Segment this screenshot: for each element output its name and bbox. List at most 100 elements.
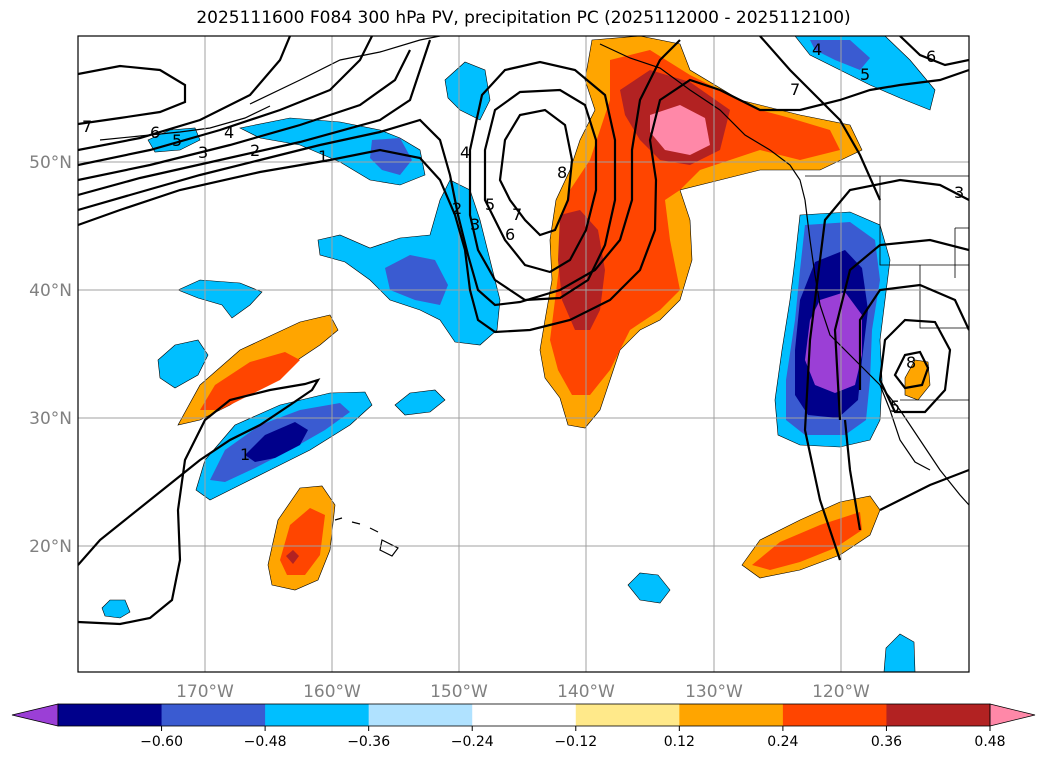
contour-2 (78, 39, 681, 307)
colorbar-extend-max (989, 703, 1036, 727)
contour-south-west (78, 378, 321, 626)
orange-region-baja (904, 359, 931, 401)
contour-5 (78, 36, 373, 167)
contour-label: 3 (470, 215, 480, 234)
latitude-labels: 50°N 40°N 30°N 20°N (29, 153, 72, 557)
contour-label: 6 (926, 47, 936, 66)
royal-region-north-central (370, 138, 412, 175)
contour-label: 5 (485, 195, 495, 214)
contour-label: 5 (172, 131, 182, 150)
coastline-aleutians (99, 105, 271, 141)
colorbar-outline (57, 703, 991, 727)
colorbar-swatch (886, 704, 991, 726)
coastline-alaska (249, 36, 441, 105)
navy-region-west-band (245, 422, 308, 462)
pv-contours (78, 36, 969, 626)
contour-label: 3 (198, 143, 208, 162)
colorbar-swatch (58, 704, 163, 726)
contour-label: 6 (150, 123, 160, 142)
royal-region-northeast (810, 40, 870, 70)
firebrick-region-hawaii (286, 550, 299, 564)
contour-label: 4 (224, 123, 234, 142)
colorbar-swatch (782, 704, 887, 726)
contour-trough-3 (468, 60, 617, 302)
contour-east-low-2 (878, 318, 952, 414)
contour-label: 3 (954, 183, 964, 202)
colorbar-swatch (368, 704, 473, 726)
colorbar-extend-min (11, 703, 59, 727)
colorbar-swatch (679, 704, 784, 726)
contour-east-outer-2 (843, 419, 862, 531)
sky-region-south-mexico (883, 633, 916, 672)
contour-label: 7 (82, 117, 92, 136)
lon-label-150w: 150°W (430, 682, 488, 702)
contour-trough (498, 108, 574, 237)
border-state-1 (879, 176, 969, 266)
contour-label: 1 (240, 445, 250, 464)
colorbar-tick-label: −0.36 (347, 734, 390, 750)
lon-label-160w: 160°W (303, 682, 361, 702)
lon-label-140w: 140°W (557, 682, 615, 702)
colorbar-tick-label: 0.48 (974, 734, 1005, 750)
colorbar-tick-label: −0.48 (244, 734, 287, 750)
contour-label: 7 (790, 80, 800, 99)
longitude-labels: 170°W 160°W 150°W 140°W 130°W 120°W (176, 682, 870, 702)
redorange-region-plume (550, 50, 840, 395)
colorbar-swatch (575, 704, 680, 726)
map-frame (77, 35, 970, 673)
royal-region-midpacific (385, 255, 448, 305)
colorbar: −0.60 −0.48 −0.36 −0.24 −0.12 0.12 0.24 0.36 0.4… (11, 703, 1036, 750)
colorbar-swatch (161, 704, 266, 726)
border-state-3 (954, 227, 969, 278)
colorbar-swatch (265, 704, 370, 726)
lon-label-170w: 170°W (176, 682, 234, 702)
coastlines (99, 36, 969, 557)
redorange-region-southeast (752, 512, 862, 570)
pink-region-north (650, 105, 710, 155)
colorbar-tick-label: 0.24 (767, 734, 798, 750)
lat-label-40n: 40°N (29, 281, 72, 301)
purple-region-westcoast (805, 292, 862, 393)
sky-region-mid-small (394, 389, 446, 416)
lat-label-30n: 30°N (29, 409, 72, 429)
contour-label: 2 (452, 199, 462, 218)
contour-label: 8 (557, 163, 567, 182)
contour-4 (78, 49, 411, 182)
contour-label: 1 (318, 147, 328, 166)
contour-east-low-3 (858, 283, 969, 390)
contour-3 (78, 39, 432, 197)
sky-region-south-central (627, 572, 671, 604)
contour-northeast (759, 36, 882, 201)
contour-label: 8 (906, 353, 916, 372)
sky-region-west-small2 (157, 339, 209, 389)
coastline-baja (879, 384, 931, 471)
hawaii-islands (334, 517, 399, 557)
contour-label: 7 (512, 205, 522, 224)
contour-6 (78, 36, 292, 152)
redorange-region-west-band (200, 352, 300, 410)
colorbar-swatch (472, 704, 577, 726)
lon-label-130w: 130°W (685, 682, 743, 702)
lat-label-20n: 20°N (29, 537, 72, 557)
contour-west-ridge (78, 64, 187, 126)
precip-shading (101, 36, 936, 672)
contour-label: 6 (505, 225, 515, 244)
contour-label: 2 (250, 141, 260, 160)
contour-east-outer-3 (879, 468, 969, 511)
contour-label: 4 (460, 143, 470, 162)
contour-trough-2 (483, 88, 598, 274)
firebrick-region-plume (558, 210, 605, 330)
colorbar-tick-label: 0.12 (664, 734, 695, 750)
contour-east-outer (803, 178, 969, 561)
contour-label: 4 (812, 40, 822, 59)
map-title: 2025111600 F084 300 hPa PV, precipitatio… (196, 8, 851, 28)
contour-1 (78, 68, 969, 334)
colorbar-tick-label: −0.12 (554, 734, 597, 750)
sky-region-south-west (101, 599, 131, 619)
colorbar-tick-label: −0.60 (140, 734, 183, 750)
contour-label: 5 (860, 65, 870, 84)
coastline-bc-panhandle (599, 43, 806, 201)
contour-east-low-1 (893, 350, 930, 390)
contour-ne-2 (899, 36, 969, 67)
